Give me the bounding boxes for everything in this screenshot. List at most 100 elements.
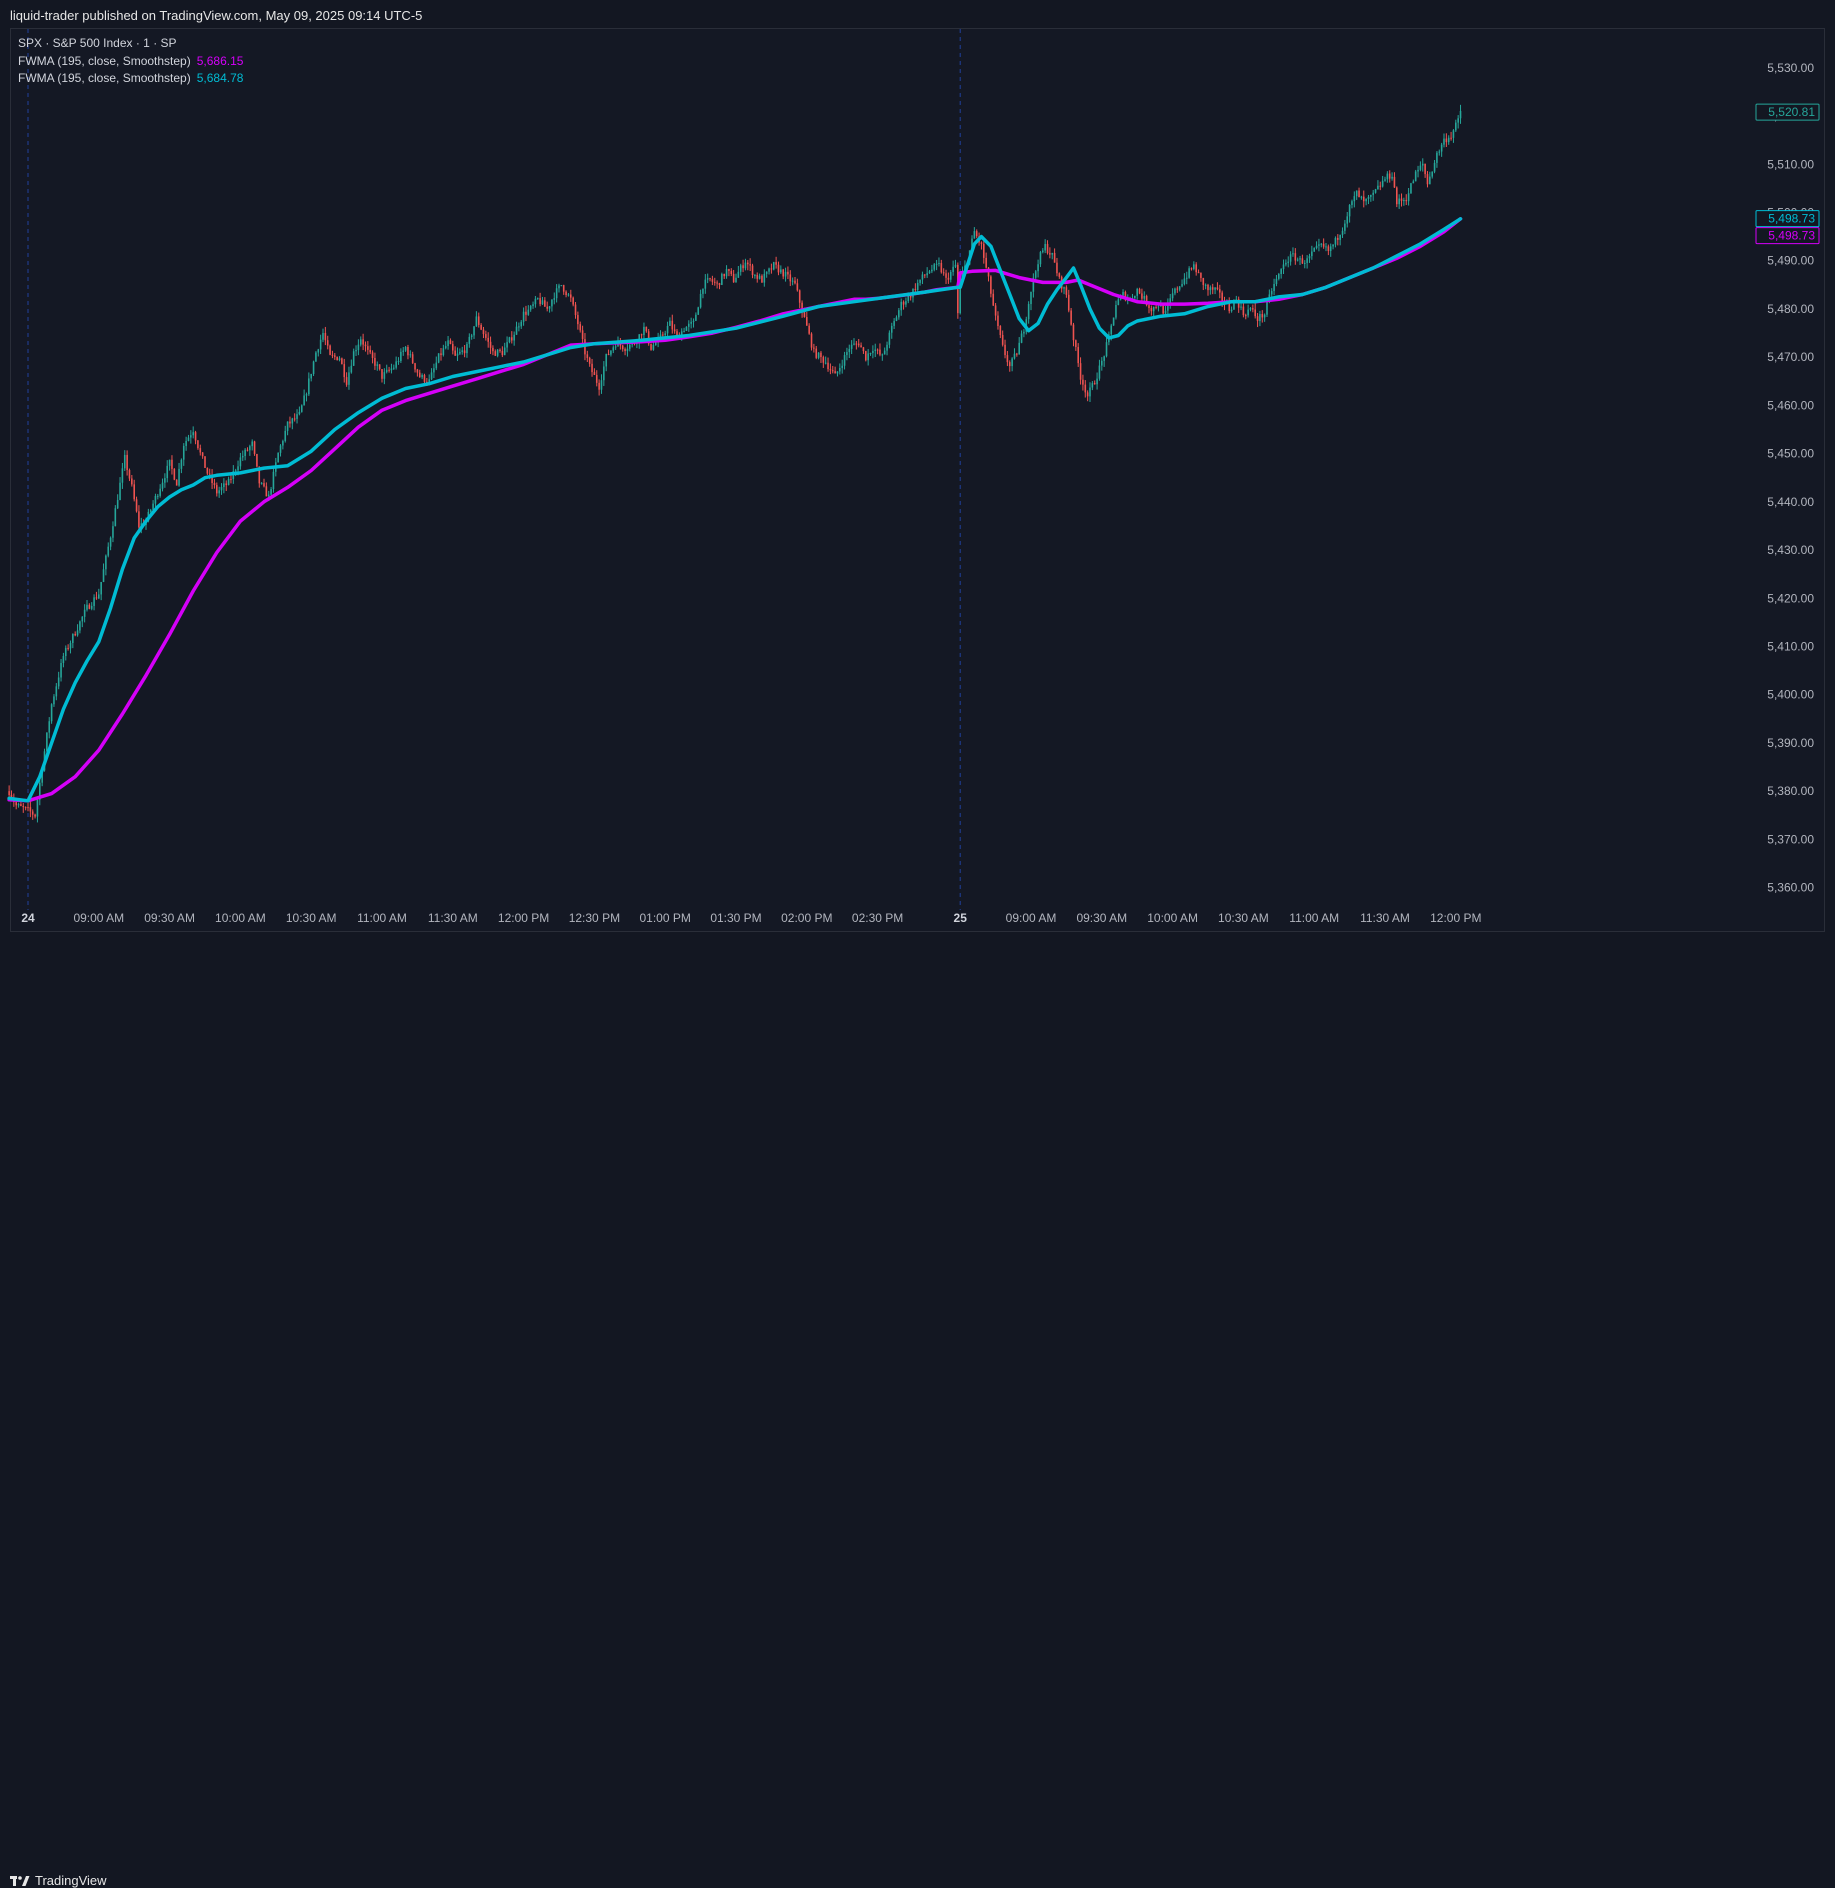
- candle-body: [765, 271, 768, 274]
- candle-body: [489, 341, 492, 348]
- x-tick-label: 25: [954, 911, 968, 925]
- candle-body: [272, 471, 275, 490]
- candle-body: [782, 269, 784, 277]
- candle-body: [671, 320, 674, 330]
- candle-body: [1112, 317, 1115, 326]
- candle-body: [414, 363, 416, 370]
- candles[interactable]: [8, 104, 1462, 823]
- candle-body: [1056, 262, 1058, 274]
- candle-body: [1143, 296, 1146, 299]
- candle-body: [933, 264, 936, 270]
- candle-body: [506, 342, 508, 348]
- candle-body: [241, 455, 244, 458]
- candle-body: [317, 349, 320, 353]
- candle-body: [1207, 284, 1209, 291]
- legend-indicator-label: FWMA (195, close, Smoothstep): [18, 71, 191, 85]
- candle-body: [770, 268, 773, 270]
- candle-body: [555, 288, 558, 299]
- candle-body: [173, 468, 176, 480]
- candle-body: [820, 352, 822, 358]
- candle-body: [546, 306, 548, 309]
- candle-body: [1157, 306, 1160, 308]
- candle-body: [737, 271, 740, 278]
- candle-body: [371, 352, 374, 358]
- candle-body: [1381, 180, 1384, 187]
- price-tag-label: 5,520.81: [1768, 105, 1815, 119]
- candle-body: [1346, 216, 1349, 224]
- legend-indicator-cyan[interactable]: FWMA (195, close, Smoothstep) 5,684.78: [18, 70, 243, 88]
- candle-body: [1008, 362, 1011, 367]
- candle-body: [67, 647, 69, 649]
- candle-body: [1190, 268, 1193, 270]
- legend-indicator-magenta[interactable]: FWMA (195, close, Smoothstep) 5,686.15: [18, 53, 243, 71]
- candle-body: [178, 468, 180, 486]
- candle-body: [1388, 173, 1391, 179]
- candle-body: [1280, 269, 1282, 275]
- candle-body: [385, 369, 388, 373]
- candle-body: [761, 275, 763, 283]
- candle-body: [529, 305, 532, 310]
- candle-body: [216, 485, 218, 494]
- candle-body: [548, 306, 551, 309]
- candle-body: [1244, 315, 1247, 317]
- candle-body: [1360, 196, 1363, 198]
- candle-body: [345, 377, 348, 385]
- candle-body: [1152, 306, 1155, 312]
- candle-body: [17, 804, 20, 806]
- candle-body: [558, 285, 560, 289]
- price-chart[interactable]: 5,360.00 5,370.00 5,380.00 5,390.00 5,400.00…: [0, 0, 1835, 966]
- legend-symbol[interactable]: SPX · S&P 500 Index · 1 · SP: [18, 36, 177, 50]
- candle-body: [1058, 273, 1061, 277]
- candle-body: [817, 352, 820, 358]
- candle-body: [945, 273, 947, 278]
- candle-body: [418, 372, 421, 378]
- candle-body: [1167, 304, 1169, 311]
- candle-body: [24, 807, 27, 809]
- candle-body: [848, 348, 851, 353]
- candle-body: [865, 351, 867, 361]
- candle-body: [959, 278, 961, 314]
- tradingview-logo-icon: [10, 1875, 30, 1886]
- candle-body: [263, 483, 265, 487]
- candle-body: [253, 441, 256, 454]
- candle-body: [468, 336, 471, 344]
- candle-body: [503, 347, 506, 356]
- candle-body: [492, 347, 494, 352]
- candle-body: [600, 380, 603, 390]
- candle-body: [949, 271, 952, 280]
- candle-body: [973, 231, 976, 239]
- legend-indicator-value: 5,684.78: [196, 71, 244, 85]
- candle-body: [626, 348, 629, 352]
- candle-body: [1195, 264, 1197, 273]
- candle-body: [1431, 171, 1433, 177]
- candle-body: [227, 478, 230, 485]
- candle-body: [1006, 355, 1009, 363]
- candle-body: [1455, 122, 1457, 131]
- candle-body: [50, 704, 53, 722]
- candle-body: [168, 459, 171, 466]
- candle-body: [201, 452, 204, 457]
- candle-body: [688, 323, 690, 327]
- candle-body: [1412, 181, 1415, 184]
- candle-body: [586, 354, 589, 358]
- price-tag: [1755, 227, 1820, 245]
- candle-body: [907, 295, 910, 302]
- candle-body: [1396, 187, 1398, 205]
- candle-body: [1027, 304, 1030, 320]
- candle-body: [74, 633, 76, 636]
- candle-body: [872, 350, 874, 354]
- candle-body: [829, 369, 832, 371]
- candle-body: [928, 271, 931, 274]
- candle-body: [1344, 223, 1346, 231]
- candle-body: [673, 329, 676, 332]
- candle-body: [204, 456, 206, 468]
- candle-body: [711, 279, 714, 282]
- candle-body: [1457, 118, 1459, 123]
- candle-body: [1067, 294, 1070, 311]
- candle-body: [938, 262, 940, 264]
- candle-body: [164, 478, 166, 483]
- candle-body: [190, 435, 192, 438]
- candle-body: [839, 367, 841, 372]
- candle-body: [409, 354, 412, 356]
- tradingview-logo[interactable]: TradingView: [10, 1873, 107, 1888]
